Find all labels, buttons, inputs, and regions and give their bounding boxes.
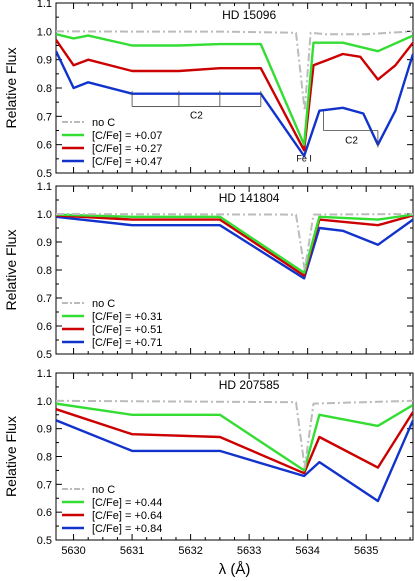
series-group	[56, 213, 413, 280]
legend-label: no C	[92, 117, 115, 129]
y-tick-label: 0.9	[37, 55, 52, 67]
x-tick-label: 5635	[354, 545, 378, 557]
y-tick-label: 0.7	[37, 479, 52, 491]
c2-label: C2	[345, 136, 358, 147]
series-group	[56, 399, 413, 503]
y-tick-label: 0.6	[37, 507, 52, 519]
legend-label: [C/Fe] = +0.27	[92, 143, 162, 155]
y-tick-label: 0.9	[37, 424, 52, 436]
legend-label: [C/Fe] = +0.07	[92, 130, 162, 142]
y-axis-label: Relative Flux	[3, 48, 19, 129]
series-line	[56, 402, 413, 472]
legend-label: [C/Fe] = +0.84	[92, 523, 162, 535]
c2-label: C2	[190, 110, 203, 121]
x-tick-label: 5634	[295, 545, 319, 557]
legend-label: no C	[92, 298, 115, 310]
panel-3: 0.5 0.6 0.7 0.8 0.9 1.0 1.1 5630 5631 5632 5633 563…	[3, 368, 414, 578]
y-tick-label: 1.1	[37, 0, 52, 10]
y-tick-label: 0.9	[37, 237, 52, 249]
x-axis-label: λ (Å)	[219, 561, 251, 578]
y-tick-label: 1.1	[37, 368, 52, 380]
y-axis-label: Relative Flux	[3, 230, 19, 311]
series-line	[56, 214, 413, 277]
y-tick-label: 0.8	[37, 265, 52, 277]
series-line	[56, 33, 413, 146]
series-line	[56, 30, 413, 112]
series-line	[56, 39, 413, 152]
panel-1: 0.5 0.6 0.7 0.8 0.9 1.0 1.1 Relative Flux HD 150…	[3, 0, 414, 180]
series-line	[56, 419, 413, 503]
fe-line-label: Fe I	[296, 154, 312, 164]
series-group	[56, 30, 413, 158]
y-tick-label: 0.8	[37, 452, 52, 464]
series-line	[56, 50, 413, 158]
y-tick-label: 0.8	[37, 83, 52, 95]
legend-label: no C	[92, 484, 115, 496]
legend-label: [C/Fe] = +0.51	[92, 324, 162, 336]
series-line	[56, 215, 413, 280]
y-tick-label: 0.6	[37, 321, 52, 333]
y-tick-label: 1.0	[37, 26, 52, 38]
series-line	[56, 213, 413, 271]
x-tick-label: 5631	[120, 545, 144, 557]
legend-label: [C/Fe] = +0.47	[92, 156, 162, 168]
y-tick-label: 0.5	[37, 349, 52, 361]
series-line	[56, 408, 413, 475]
y-tick-label: 0.5	[37, 168, 52, 180]
panel-2: 0.5 0.6 0.7 0.8 0.9 1.0 1.1 Relative Flux HD 141…	[3, 181, 414, 361]
x-tick-label: 5630	[61, 545, 85, 557]
x-tick-label: 5632	[178, 545, 202, 557]
panel-title: HD 15096	[222, 8, 276, 22]
y-tick-label: 0.7	[37, 111, 52, 123]
y-tick-label: 1.0	[37, 209, 52, 221]
y-tick-label: 1.1	[37, 181, 52, 193]
y-axis-label: Relative Flux	[3, 416, 19, 497]
y-tick-label: 1.0	[37, 396, 52, 408]
legend-label: [C/Fe] = +0.71	[92, 337, 162, 349]
panel-title: HD 141804	[219, 191, 280, 205]
y-tick-label: 0.5	[37, 535, 52, 547]
series-line	[56, 213, 413, 274]
legend-label: [C/Fe] = +0.44	[92, 497, 162, 509]
y-tick-label: 0.6	[37, 140, 52, 152]
legend-label: [C/Fe] = +0.31	[92, 311, 162, 323]
x-tick-label: 5633	[237, 545, 261, 557]
y-tick-label: 0.7	[37, 293, 52, 305]
legend-label: [C/Fe] = +0.64	[92, 510, 162, 522]
series-line	[56, 399, 413, 469]
panel-title: HD 207585	[219, 378, 280, 392]
